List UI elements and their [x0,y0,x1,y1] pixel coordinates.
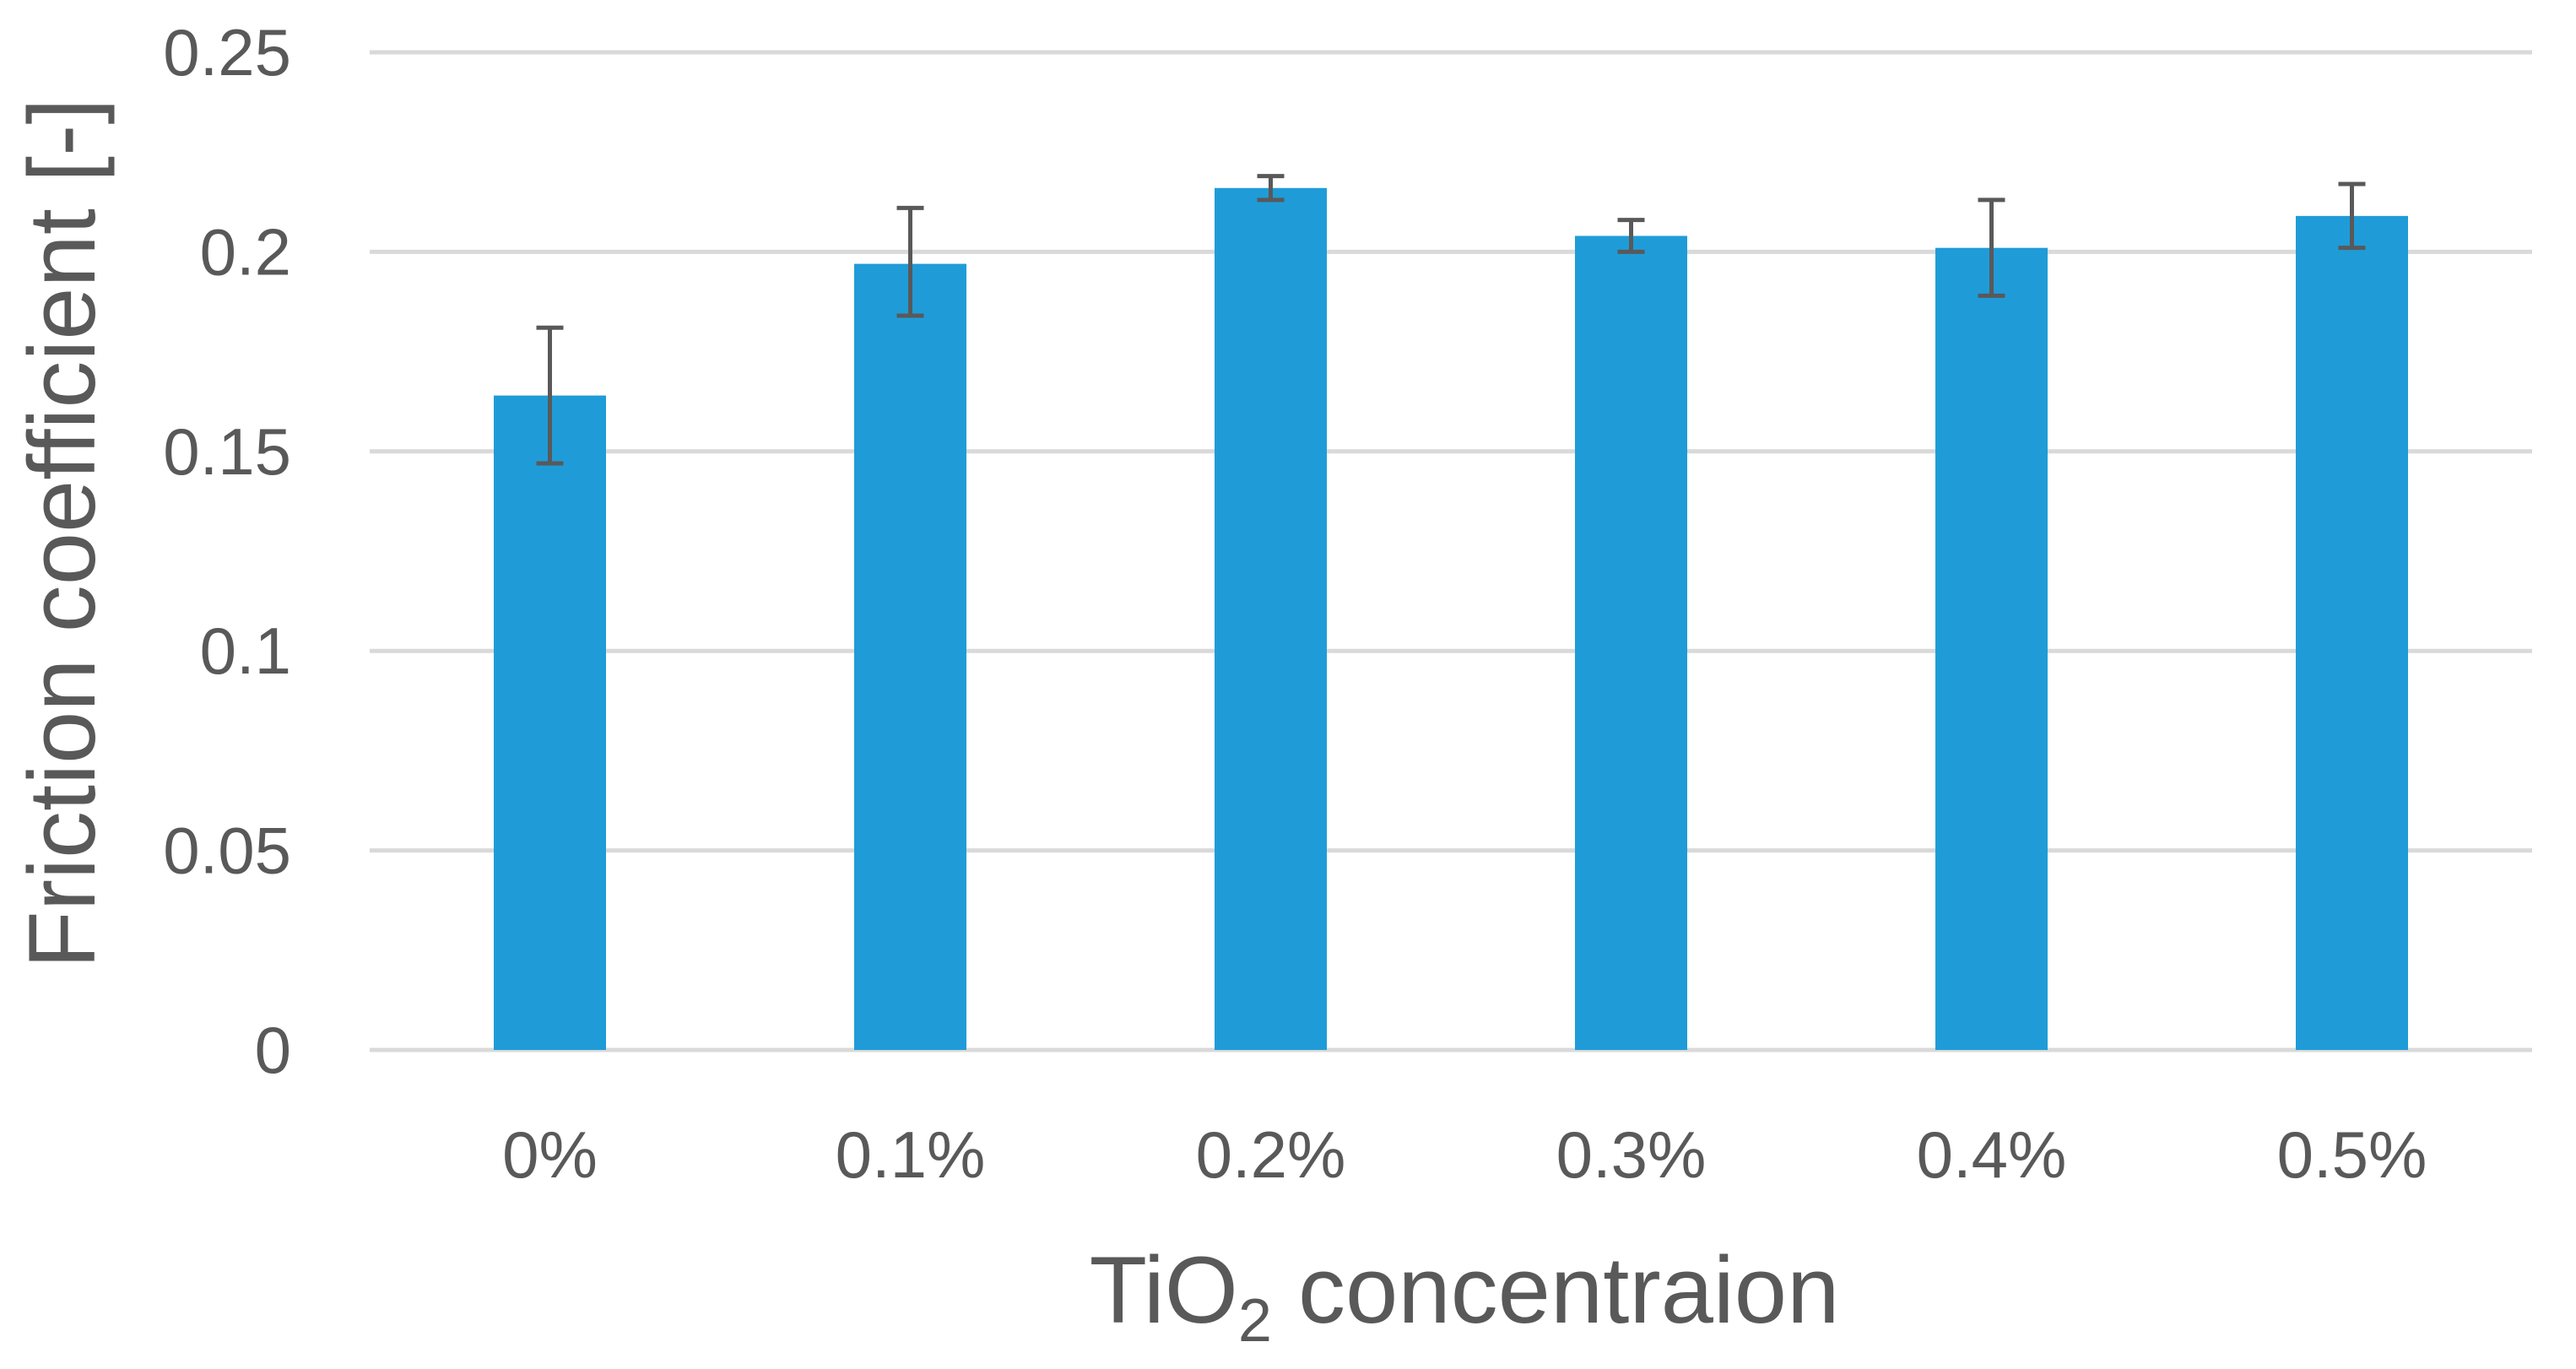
error-bar-5 [2338,181,2366,251]
bar-5 [2296,215,2408,1050]
bar-4 [1935,247,2048,1050]
error-bar-0 [536,325,564,466]
x-tick-label: 0.1% [836,1117,986,1192]
y-tick-labels: 0 0.05 0.1 0.15 0.2 0.25 [163,15,291,1087]
y-tick-label: 0.1 [200,614,291,688]
bar-1 [854,263,966,1051]
x-axis-title-subscript: 2 [1238,1287,1272,1355]
x-tick-labels: 0% 0.1% 0.2% 0.3% 0.4% 0.5% [502,1117,2427,1192]
error-bar-2 [1257,174,1285,203]
error-bar-4 [1978,198,2005,298]
x-tick-label: 0% [502,1117,598,1192]
x-axis-title-rest: concentraion [1272,1237,1839,1343]
y-tick-label: 0 [255,1013,291,1087]
x-tick-label: 0.4% [1917,1117,2067,1192]
y-tick-label: 0.05 [163,814,291,888]
bar-2 [1215,187,1327,1050]
error-bars [536,174,2366,466]
error-bar-3 [1617,218,1645,254]
y-tick-label: 0.15 [163,414,291,489]
y-tick-label: 0.25 [163,15,291,89]
x-axis-title-main: TiO [1090,1237,1238,1343]
y-axis-title: Friction coefficient [-] [9,98,115,968]
y-tick-label: 0.2 [200,214,291,289]
bar-0 [494,395,606,1050]
bars [494,187,2408,1051]
x-axis-title: TiO2 concentraion [1090,1237,1840,1355]
bar-3 [1575,235,1687,1050]
x-tick-label: 0.3% [1556,1117,1707,1192]
error-bar-1 [896,205,924,318]
x-tick-label: 0.2% [1196,1117,1346,1192]
x-tick-label: 0.5% [2277,1117,2427,1192]
gridlines [370,50,2532,1052]
